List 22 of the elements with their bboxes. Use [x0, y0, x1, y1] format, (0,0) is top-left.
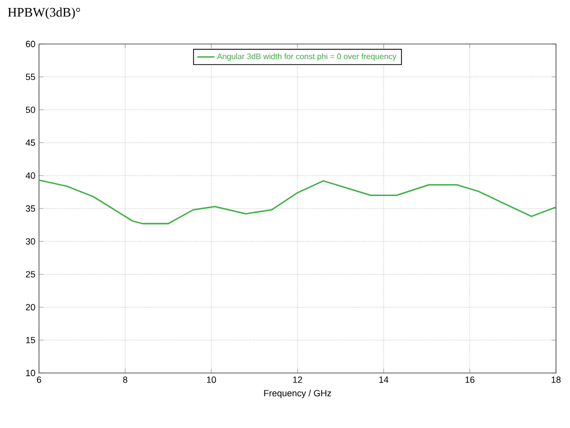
y-tick-label: 15 [26, 336, 36, 344]
x-axis-title: Frequency / GHz [264, 390, 332, 398]
x-tick-label: 12 [293, 376, 302, 383]
y-tick-label: 55 [26, 74, 36, 80]
legend-label: Angular 3dB width for const phi = 0 over frequency [217, 53, 396, 61]
y-tick-label: 60 [26, 40, 36, 48]
chart-title: HPBW(3dB)° [8, 8, 80, 20]
y-tick-label: 30 [26, 238, 36, 245]
y-tick-label: 35 [26, 205, 36, 212]
x-tick-label: 8 [123, 376, 128, 383]
x-tick-label: 18 [552, 376, 561, 383]
line-series [39, 180, 556, 224]
x-tick-label: 10 [207, 376, 216, 383]
x-tick-label: 16 [466, 376, 474, 383]
y-tick-label: 20 [26, 304, 36, 310]
y-tick-label: 10 [26, 370, 36, 376]
y-tick-label: 25 [26, 271, 36, 278]
y-tick-label: 40 [26, 172, 36, 179]
y-tick-label: 50 [26, 106, 36, 113]
y-tick-label: 45 [26, 140, 36, 146]
x-tick-label: 14 [379, 376, 388, 383]
x-tick-label: 6 [36, 376, 42, 383]
